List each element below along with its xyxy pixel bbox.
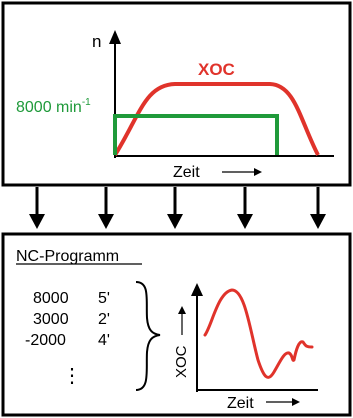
down-arrow-icon: [98, 214, 114, 229]
speed-label: 8000 min-1: [16, 97, 91, 116]
xoc-oscillation-curve: [203, 288, 314, 379]
top-panel: n XOC 8000 min-1 Zeit: [1, 1, 352, 187]
top-x-axis-label: Zeit: [173, 164, 200, 181]
down-arrow-icon: [29, 214, 45, 229]
program-ellipsis: ⋮: [62, 365, 82, 387]
program-row-1-speed: 8000: [33, 290, 69, 307]
top-time-arrow-icon: [254, 168, 262, 176]
top-y-axis-label: n: [92, 32, 101, 51]
graph-y-axis-arrow-icon: [191, 283, 203, 296]
down-arrow-icon: [167, 214, 183, 229]
xoc-curve-label: XOC: [198, 60, 235, 79]
graph-y-label-arrow-icon: [178, 306, 186, 314]
graph-time-arrow-icon: [292, 398, 300, 406]
program-row-3-time: 4': [98, 332, 110, 349]
nc-program-title: NC-Programm: [16, 248, 119, 265]
top-panel-frame: [1, 1, 352, 187]
brace-icon: [135, 281, 161, 391]
bottom-panel: NC-Programm 8000 5' 3000 2' -2000 4' ⋮ X…: [1, 232, 352, 417]
graph-y-axis-label: XOC: [173, 345, 190, 378]
graph-x-axis-label: Zeit: [227, 395, 254, 412]
down-arrow-icon: [310, 214, 326, 229]
program-row-1-time: 5': [98, 290, 110, 307]
speed-label-main: 8000 min: [16, 99, 82, 116]
speed-label-exponent: -1: [82, 97, 91, 108]
program-row-2-time: 2': [98, 311, 110, 328]
down-arrow-icon: [237, 214, 253, 229]
program-row-2-speed: 3000: [33, 311, 69, 328]
top-y-axis-arrow-icon: [109, 30, 121, 44]
speed-profile-line: [113, 114, 279, 155]
xoc-curve: [113, 82, 320, 157]
connector-arrows: [29, 187, 326, 229]
program-row-3-speed: -2000: [25, 332, 66, 349]
